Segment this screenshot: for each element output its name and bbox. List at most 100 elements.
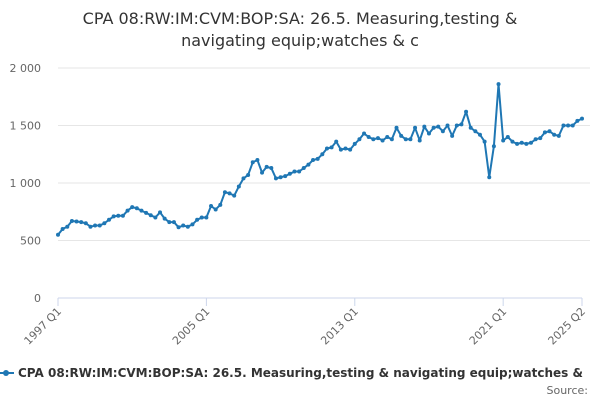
data-point[interactable] xyxy=(556,133,561,138)
data-point[interactable] xyxy=(120,213,125,218)
data-point[interactable] xyxy=(436,124,441,129)
data-point[interactable] xyxy=(209,204,214,208)
data-point[interactable] xyxy=(431,125,436,130)
data-point[interactable] xyxy=(264,164,269,169)
data-point[interactable] xyxy=(440,129,445,134)
data-point[interactable] xyxy=(348,147,353,152)
data-point[interactable] xyxy=(538,136,543,141)
data-point[interactable] xyxy=(408,137,413,142)
data-point[interactable] xyxy=(69,218,74,223)
data-point[interactable] xyxy=(528,140,533,145)
data-point[interactable] xyxy=(580,116,584,121)
data-point[interactable] xyxy=(287,171,292,176)
data-point[interactable] xyxy=(204,215,209,220)
legend[interactable]: CPA 08:RW:IM:CVM:BOP:SA: 26.5. Measuring… xyxy=(0,366,583,380)
data-point[interactable] xyxy=(88,224,93,229)
data-point[interactable] xyxy=(362,131,367,136)
data-point[interactable] xyxy=(301,166,306,171)
data-point[interactable] xyxy=(213,207,218,212)
data-point[interactable] xyxy=(236,184,241,189)
data-point[interactable] xyxy=(255,158,260,162)
data-point[interactable] xyxy=(60,227,65,231)
data-point[interactable] xyxy=(459,122,464,127)
data-point[interactable] xyxy=(195,217,200,222)
data-point[interactable] xyxy=(450,133,455,138)
data-point[interactable] xyxy=(125,208,130,213)
data-point[interactable] xyxy=(153,215,158,220)
data-point[interactable] xyxy=(380,138,385,143)
data-point[interactable] xyxy=(334,139,339,144)
data-point[interactable] xyxy=(134,206,139,211)
data-point[interactable] xyxy=(515,141,520,146)
data-point[interactable] xyxy=(139,208,144,213)
data-point[interactable] xyxy=(487,175,492,180)
data-point[interactable] xyxy=(320,152,325,157)
data-point[interactable] xyxy=(375,136,380,141)
data-point[interactable] xyxy=(297,169,302,174)
data-point[interactable] xyxy=(185,224,190,229)
data-point[interactable] xyxy=(477,132,482,137)
data-point[interactable] xyxy=(324,146,329,151)
data-point[interactable] xyxy=(413,125,418,130)
data-point[interactable] xyxy=(468,125,473,130)
data-point[interactable] xyxy=(496,82,501,87)
data-point[interactable] xyxy=(399,133,404,138)
data-point[interactable] xyxy=(366,135,371,139)
data-point[interactable] xyxy=(338,147,343,152)
data-point[interactable] xyxy=(269,166,274,171)
data-point[interactable] xyxy=(533,137,538,142)
data-point[interactable] xyxy=(171,220,176,225)
data-point[interactable] xyxy=(464,109,469,114)
data-point[interactable] xyxy=(306,162,311,167)
data-point[interactable] xyxy=(315,156,320,161)
data-point[interactable] xyxy=(389,137,394,142)
data-point[interactable] xyxy=(403,137,408,142)
data-point[interactable] xyxy=(278,175,283,180)
data-point[interactable] xyxy=(93,223,98,228)
data-point[interactable] xyxy=(111,214,116,219)
data-point[interactable] xyxy=(575,118,580,123)
data-point[interactable] xyxy=(250,160,255,165)
data-point[interactable] xyxy=(352,141,357,146)
data-point[interactable] xyxy=(422,124,427,129)
data-point[interactable] xyxy=(283,174,288,179)
data-point[interactable] xyxy=(519,140,524,145)
data-point[interactable] xyxy=(454,123,459,128)
data-point[interactable] xyxy=(260,170,265,175)
data-point[interactable] xyxy=(524,141,529,146)
data-point[interactable] xyxy=(473,129,478,134)
data-point[interactable] xyxy=(167,220,172,225)
data-point[interactable] xyxy=(566,123,571,128)
data-point[interactable] xyxy=(547,129,552,134)
data-point[interactable] xyxy=(218,202,223,207)
data-point[interactable] xyxy=(343,146,348,151)
data-point[interactable] xyxy=(83,221,88,226)
data-point[interactable] xyxy=(116,213,121,218)
data-point[interactable] xyxy=(74,219,79,224)
data-point[interactable] xyxy=(385,135,390,139)
data-point[interactable] xyxy=(329,145,334,150)
data-point[interactable] xyxy=(426,131,431,136)
data-point[interactable] xyxy=(222,190,227,195)
data-point[interactable] xyxy=(491,144,496,149)
data-point[interactable] xyxy=(292,169,297,174)
data-point[interactable] xyxy=(65,224,70,229)
data-point[interactable] xyxy=(227,191,232,196)
data-point[interactable] xyxy=(570,123,575,128)
data-point[interactable] xyxy=(232,193,237,198)
data-point[interactable] xyxy=(510,139,515,144)
data-point[interactable] xyxy=(542,130,547,135)
data-point[interactable] xyxy=(505,135,510,139)
data-point[interactable] xyxy=(102,221,107,226)
data-point[interactable] xyxy=(552,132,557,137)
data-point[interactable] xyxy=(148,213,153,218)
data-point[interactable] xyxy=(241,176,246,181)
data-point[interactable] xyxy=(561,123,566,128)
data-point[interactable] xyxy=(144,210,149,215)
data-point[interactable] xyxy=(482,139,487,144)
data-point[interactable] xyxy=(158,210,163,215)
data-point[interactable] xyxy=(311,158,316,162)
data-point[interactable] xyxy=(97,223,102,228)
data-point[interactable] xyxy=(107,217,112,222)
data-point[interactable] xyxy=(394,125,399,130)
